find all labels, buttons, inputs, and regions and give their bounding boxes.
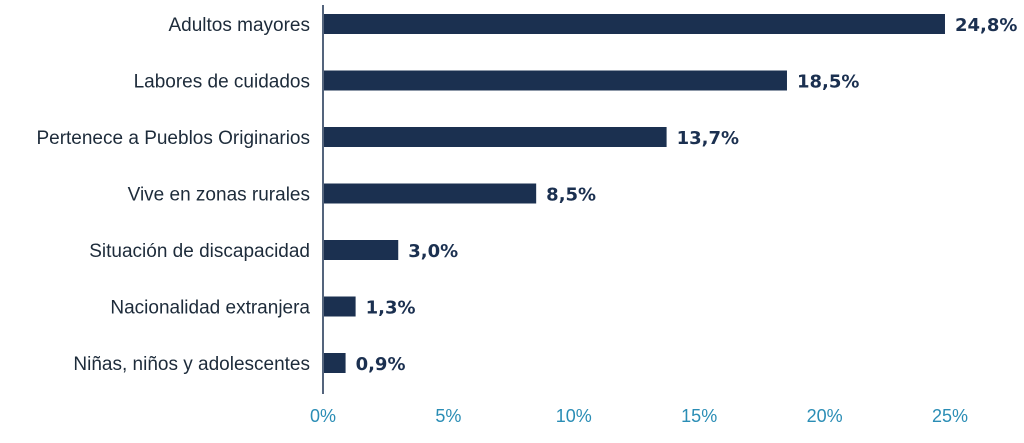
x-tick-label: 25% [932,406,968,426]
category-label: Adultos mayores [168,15,310,36]
x-tick-labels: 0% 5% 10% 15% 20% 25% [310,406,968,426]
x-tick-label: 10% [556,406,592,426]
value-label: 8,5% [546,185,596,206]
value-label: 3,0% [408,241,458,262]
value-label: 0,9% [356,354,406,375]
category-label: Situación de discapacidad [89,241,310,262]
category-labels: Adultos mayores Labores de cuidados Perten… [36,15,310,375]
value-labels: 24,8% 18,5% 13,7% 8,5% 3,0% 1,3% 0,9% [356,15,1018,375]
value-label: 18,5% [797,72,859,93]
x-tick-label: 0% [310,406,336,426]
bar [324,14,945,34]
category-label: Niñas, niños y adolescentes [73,354,310,375]
bar [324,296,356,317]
value-label: 24,8% [955,15,1017,36]
category-label: Vive en zonas rurales [128,185,310,206]
category-label: Labores de cuidados [134,72,310,93]
category-label: Nacionalidad extranjera [110,298,310,319]
bar [324,183,537,204]
value-label: 1,3% [366,298,416,319]
bar [324,353,346,373]
value-label: 13,7% [677,128,739,149]
bar [324,70,787,91]
bar [324,127,667,147]
category-label: Pertenece a Pueblos Originarios [36,128,310,149]
bar [324,240,399,260]
x-tick-label: 15% [681,406,717,426]
x-tick-label: 5% [435,406,461,426]
x-tick-label: 20% [807,406,843,426]
bars [324,14,945,373]
